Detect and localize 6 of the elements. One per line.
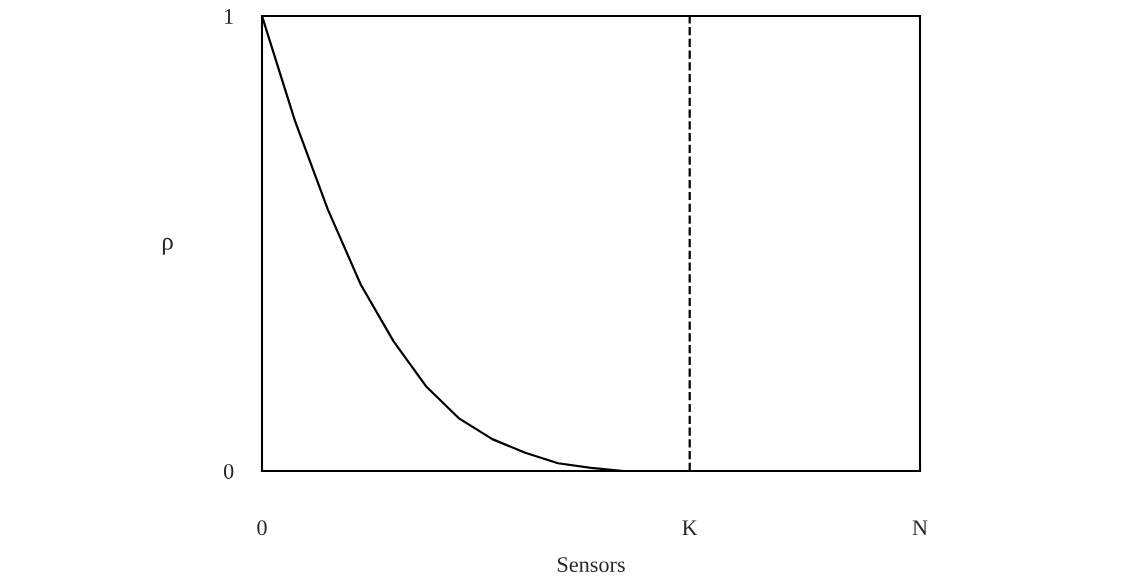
y-axis-title: ρ (162, 237, 173, 255)
x-axis-title: Sensors (557, 557, 625, 573)
x-tick-label: N (912, 520, 928, 536)
x-tick-label: K (682, 520, 698, 536)
y-tick-label: 1 (225, 9, 233, 24)
x-tick-label: 0 (257, 520, 267, 536)
